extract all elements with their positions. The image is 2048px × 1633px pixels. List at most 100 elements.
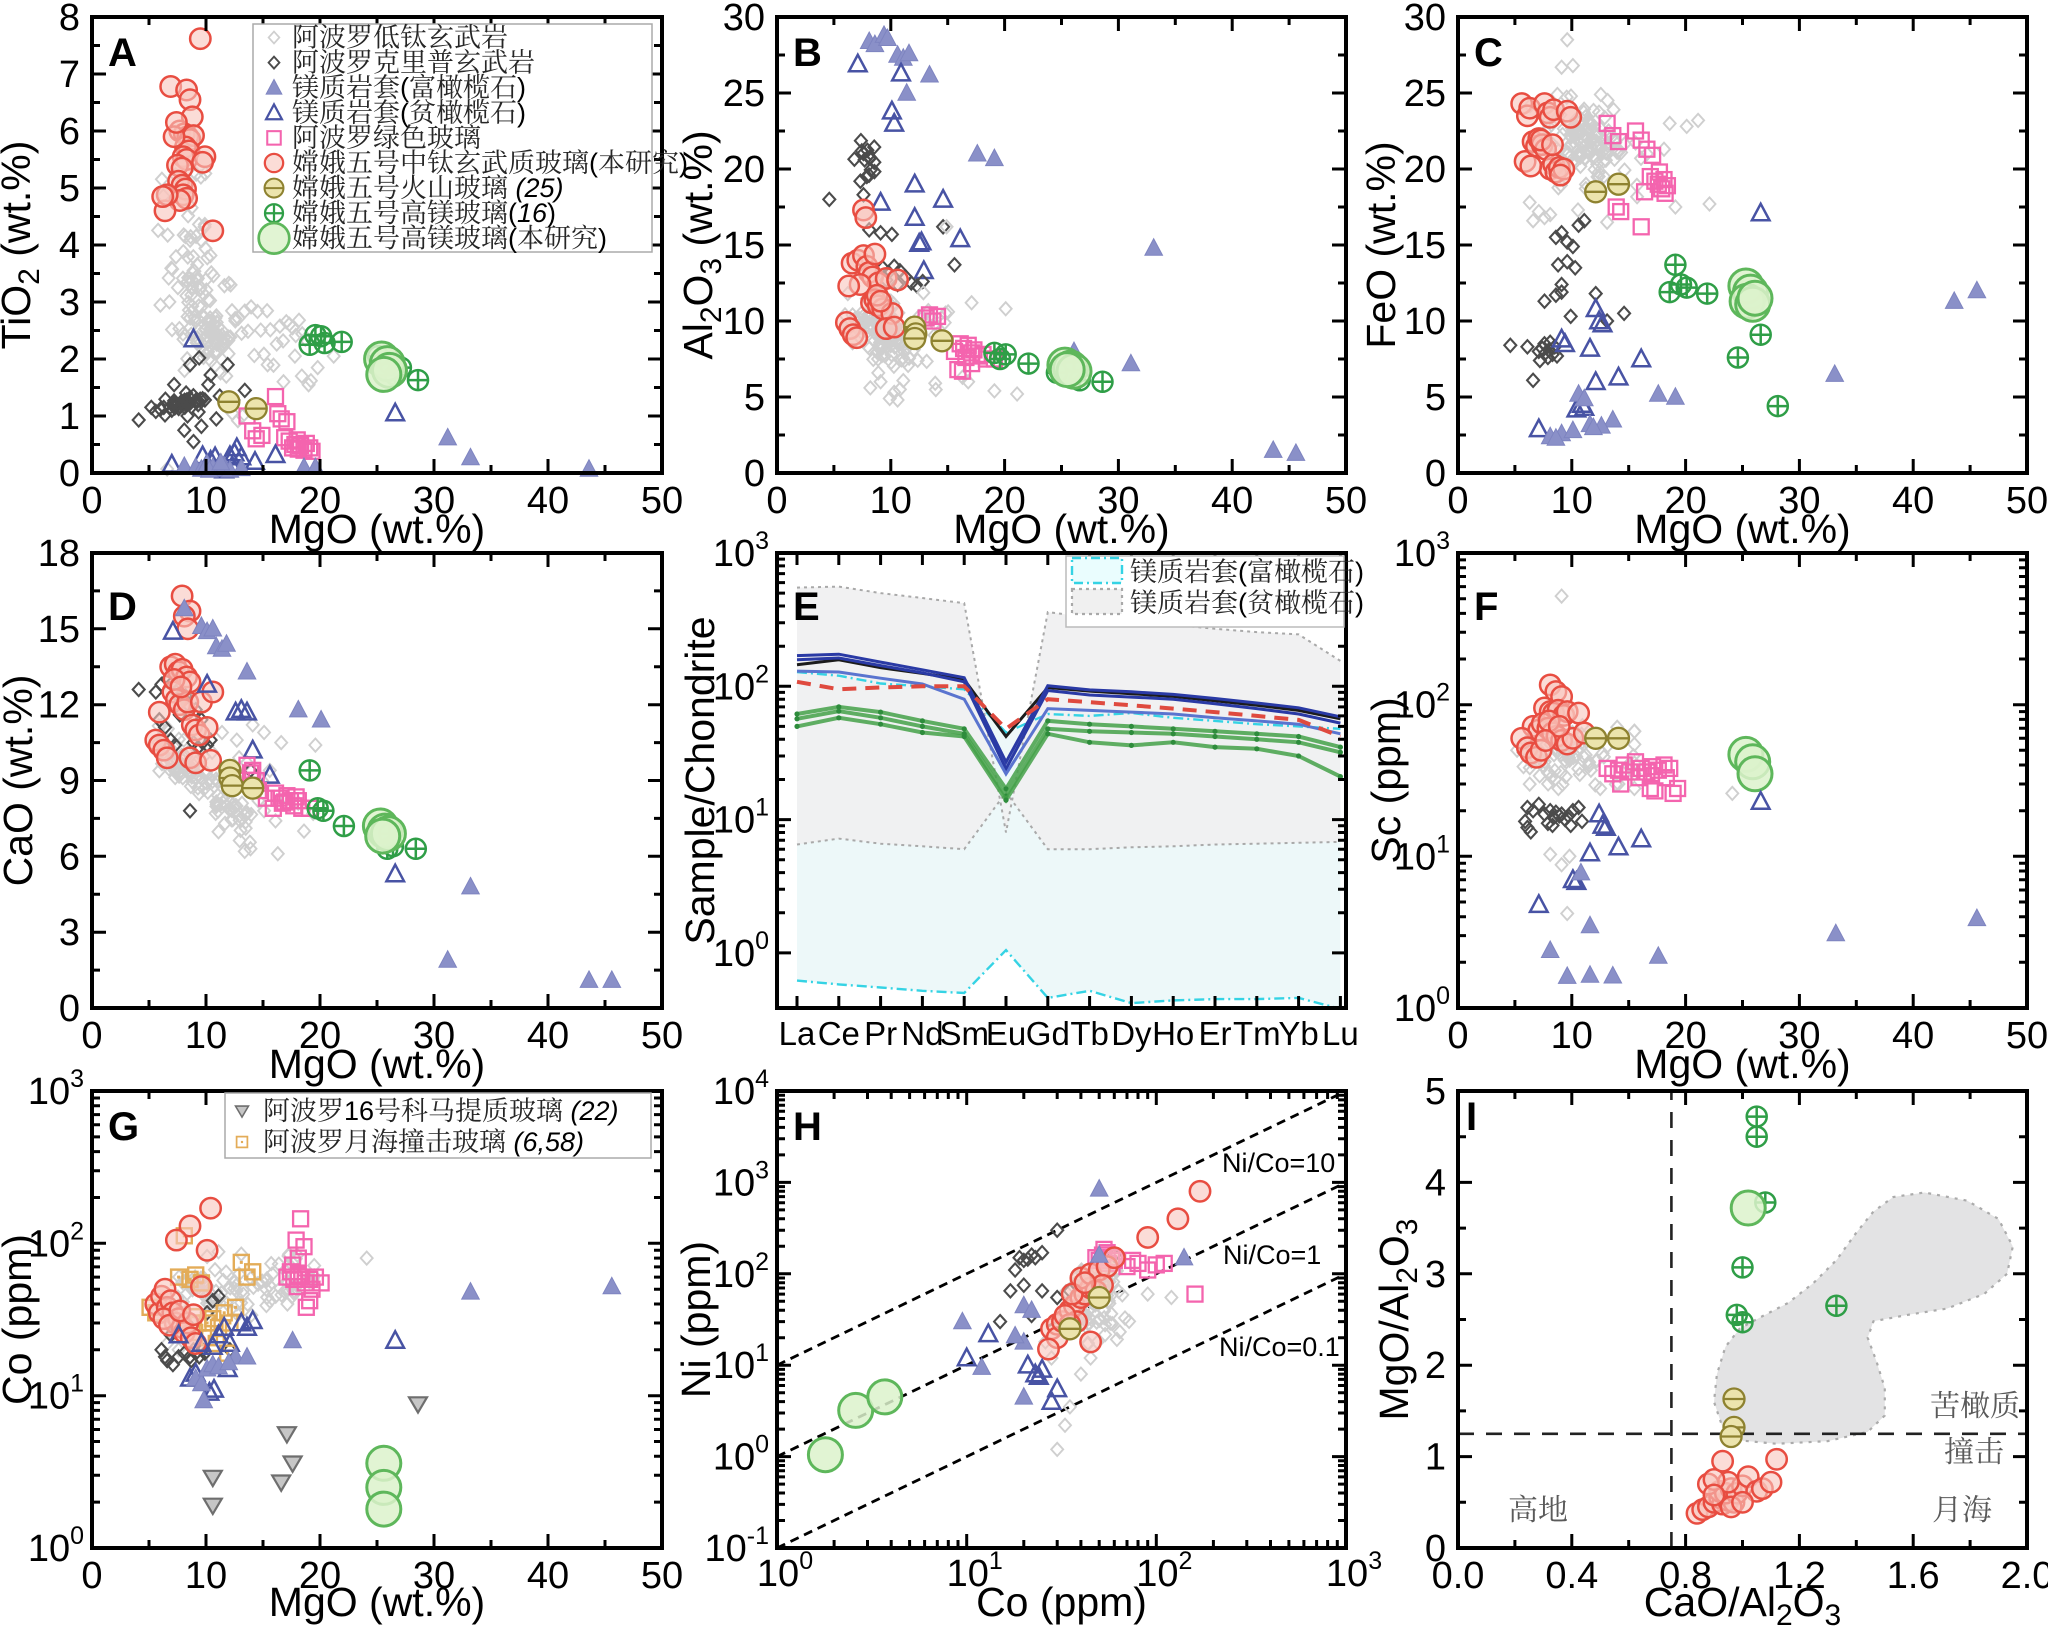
svg-text:G: G: [108, 1105, 139, 1149]
svg-text:50: 50: [641, 1555, 683, 1597]
svg-text:5: 5: [744, 377, 765, 419]
svg-text:Ni/Co=10: Ni/Co=10: [1222, 1148, 1335, 1178]
svg-text:Pr: Pr: [864, 1015, 897, 1052]
svg-text:9: 9: [59, 761, 80, 803]
svg-text:6: 6: [59, 836, 80, 878]
svg-text:(: (: [508, 223, 517, 253]
svg-text:30: 30: [413, 480, 455, 522]
svg-text:Co (ppm): Co (ppm): [0, 1234, 40, 1405]
svg-text:50: 50: [2006, 480, 2048, 522]
svg-text:(: (: [589, 148, 598, 178]
svg-text:CaO/Al2​O3​: CaO/Al2​O3​: [1644, 1579, 1841, 1628]
svg-text:): ): [547, 198, 556, 228]
svg-text:40: 40: [1892, 1015, 1934, 1057]
svg-text:Tb: Tb: [1070, 1015, 1109, 1052]
svg-text:(25): (25): [516, 173, 564, 203]
svg-text:MgO (wt.%): MgO (wt.%): [1634, 506, 1850, 552]
svg-text:D: D: [108, 585, 137, 629]
svg-text:B: B: [793, 31, 822, 75]
svg-text:20: 20: [1404, 149, 1446, 191]
svg-text:50: 50: [641, 1015, 683, 1057]
svg-text:E: E: [793, 585, 820, 629]
svg-text:MgO (wt.%): MgO (wt.%): [269, 1041, 485, 1087]
svg-text:8: 8: [59, 0, 80, 39]
svg-text:0: 0: [1425, 453, 1446, 495]
svg-text:2: 2: [1425, 1345, 1446, 1387]
svg-text:(: (: [400, 73, 409, 103]
svg-text:3: 3: [1425, 1254, 1446, 1296]
svg-text:5: 5: [59, 168, 80, 210]
svg-text:0: 0: [1425, 1528, 1446, 1570]
svg-text:MgO/Al2​O3​: MgO/Al2​O3​: [1371, 1219, 1424, 1421]
svg-text:30: 30: [1404, 0, 1446, 39]
svg-text:25: 25: [1404, 73, 1446, 115]
svg-text:10: 10: [1551, 1015, 1593, 1057]
svg-text:40: 40: [527, 480, 569, 522]
svg-text:C: C: [1474, 31, 1503, 75]
svg-text:(6,58): (6,58): [514, 1127, 585, 1157]
svg-text:10: 10: [870, 480, 912, 522]
svg-text:MgO (wt.%): MgO (wt.%): [269, 506, 485, 552]
svg-text:2.0: 2.0: [2001, 1555, 2048, 1597]
svg-text:15: 15: [38, 609, 80, 651]
svg-text:): ): [1355, 557, 1364, 587]
svg-text:CaO (wt.%): CaO (wt.%): [0, 675, 41, 887]
svg-text:Co (ppm): Co (ppm): [976, 1579, 1147, 1625]
svg-text:(: (: [508, 198, 517, 228]
svg-text:50: 50: [2006, 1015, 2048, 1057]
svg-text:): ): [679, 148, 688, 178]
svg-text:5: 5: [1425, 1071, 1446, 1113]
svg-text:0: 0: [59, 453, 80, 495]
svg-text:Nd: Nd: [901, 1015, 943, 1052]
svg-text:30: 30: [1778, 1015, 1820, 1057]
svg-text:15: 15: [1404, 225, 1446, 267]
svg-text:Ce: Ce: [818, 1015, 860, 1052]
svg-text:Sample/Chondrite: Sample/Chondrite: [677, 616, 723, 944]
svg-text:0: 0: [81, 1015, 102, 1057]
svg-text:FeO (wt.%): FeO (wt.%): [1358, 141, 1404, 348]
svg-text:30: 30: [1778, 480, 1820, 522]
svg-text:Gd: Gd: [1026, 1015, 1070, 1052]
svg-text:20: 20: [723, 149, 765, 191]
svg-text:104: 104: [713, 1065, 769, 1113]
svg-text:): ): [598, 223, 607, 253]
svg-text:2: 2: [59, 339, 80, 381]
svg-text:30: 30: [1097, 480, 1139, 522]
svg-text:(: (: [400, 98, 409, 128]
svg-text:16: 16: [344, 1096, 374, 1126]
svg-text:20: 20: [1664, 480, 1706, 522]
svg-text:Ni/Co=0.1: Ni/Co=0.1: [1219, 1332, 1340, 1362]
svg-text:Ni/Co=1: Ni/Co=1: [1223, 1240, 1321, 1270]
svg-text:TiO2​ (wt.%): TiO2​ (wt.%): [0, 141, 46, 350]
svg-text:18: 18: [38, 533, 80, 575]
svg-text:0.8: 0.8: [1659, 1555, 1712, 1597]
svg-text:H: H: [793, 1105, 822, 1149]
svg-text:1.6: 1.6: [1887, 1555, 1940, 1597]
svg-text:20: 20: [299, 1015, 341, 1057]
svg-text:0: 0: [1447, 1015, 1468, 1057]
svg-text:20: 20: [299, 1555, 341, 1597]
svg-text:La: La: [779, 1015, 816, 1052]
svg-text:Yb: Yb: [1278, 1015, 1318, 1052]
svg-text:0: 0: [81, 1555, 102, 1597]
svg-text:): ): [517, 73, 526, 103]
svg-text:4: 4: [59, 225, 80, 267]
svg-text:A: A: [108, 31, 137, 75]
svg-text:MgO (wt.%): MgO (wt.%): [269, 1579, 485, 1625]
svg-text:50: 50: [641, 480, 683, 522]
svg-text:25: 25: [723, 73, 765, 115]
svg-text:3: 3: [59, 912, 80, 954]
svg-text:): ): [517, 98, 526, 128]
svg-text:I: I: [1466, 1095, 1477, 1139]
svg-text:0: 0: [81, 480, 102, 522]
svg-text:100: 100: [757, 1547, 813, 1595]
svg-text:0.4: 0.4: [1545, 1555, 1598, 1597]
svg-text:Ni (ppm): Ni (ppm): [673, 1241, 719, 1398]
svg-text:0.0: 0.0: [1432, 1555, 1485, 1597]
svg-text:0: 0: [744, 453, 765, 495]
svg-text:): ): [1355, 588, 1364, 618]
svg-text:Tm: Tm: [1233, 1015, 1281, 1052]
svg-text:10: 10: [185, 480, 227, 522]
svg-text:6: 6: [59, 111, 80, 153]
svg-text:1: 1: [59, 396, 80, 438]
